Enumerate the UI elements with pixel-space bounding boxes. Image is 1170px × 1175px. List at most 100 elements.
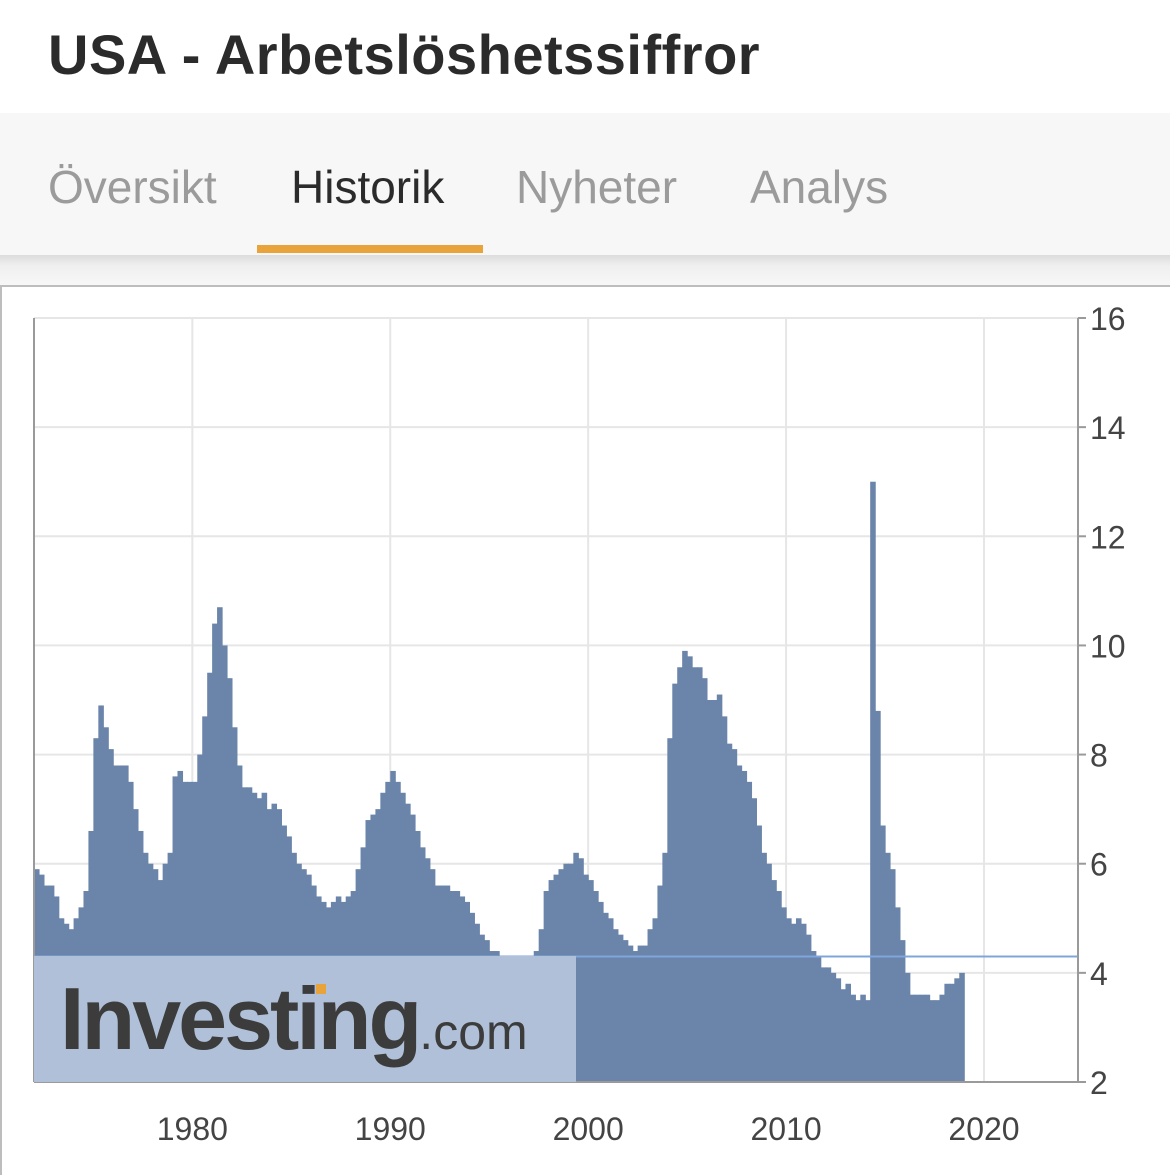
unemployment-bar <box>202 716 208 1082</box>
unemployment-bar <box>647 929 654 1082</box>
unemployment-bar <box>954 978 960 1082</box>
unemployment-bar <box>118 765 124 1082</box>
unemployment-bar <box>805 934 812 1082</box>
x-tick-label: 2000 <box>553 1111 624 1147</box>
x-tick-label: 2010 <box>750 1111 821 1147</box>
watermark-dot-icon <box>316 984 326 994</box>
unemployment-bar <box>123 765 129 1082</box>
unemployment-bar <box>711 700 718 1082</box>
unemployment-bar <box>840 989 847 1082</box>
tab-analys[interactable]: Analys <box>750 161 889 213</box>
unemployment-bar <box>390 770 396 1082</box>
unemployment-bar <box>593 891 599 1082</box>
unemployment-bar <box>177 770 184 1082</box>
unemployment-bar <box>241 787 248 1082</box>
unemployment-bar <box>924 994 931 1082</box>
unemployment-bar <box>672 683 678 1082</box>
unemployment-bar <box>612 929 619 1082</box>
tab-bar-shadow <box>0 255 1170 285</box>
unemployment-bar <box>885 852 891 1082</box>
unemployment-bar <box>909 994 916 1082</box>
unemployment-bar <box>236 765 243 1082</box>
unemployment-bar <box>573 852 579 1082</box>
unemployment-bar <box>132 809 139 1082</box>
unemployment-bar <box>578 858 584 1082</box>
unemployment-bar <box>731 749 738 1082</box>
tab-oversikt[interactable]: Översikt <box>48 161 217 213</box>
unemployment-bar <box>781 907 787 1082</box>
unemployment-bar <box>835 978 842 1082</box>
unemployment-bar <box>375 809 381 1082</box>
tab-nyheter[interactable]: Nyheter <box>516 161 678 213</box>
unemployment-bar <box>870 481 876 1082</box>
unemployment-bar <box>642 945 649 1082</box>
unemployment-bar <box>405 803 411 1082</box>
unemployment-bar <box>934 1000 941 1082</box>
unemployment-bar <box>281 825 287 1082</box>
unemployment-bar <box>637 945 644 1082</box>
x-tick-label: 2020 <box>948 1111 1019 1147</box>
unemployment-bar <box>261 792 268 1082</box>
y-tick-label: 14 <box>1090 410 1126 446</box>
unemployment-bar <box>93 738 99 1082</box>
unemployment-bar <box>721 716 728 1082</box>
y-tick-label: 4 <box>1090 956 1108 992</box>
unemployment-bar <box>662 852 668 1082</box>
unemployment-bar <box>706 700 713 1082</box>
unemployment-bar <box>830 972 837 1082</box>
unemployment-bar <box>800 923 807 1082</box>
unemployment-bar <box>880 825 886 1082</box>
unemployment-bar <box>583 874 589 1082</box>
unemployment-bar <box>751 798 757 1082</box>
unemployment-bar <box>103 727 109 1082</box>
unemployment-bar <box>226 678 233 1082</box>
unemployment-bar <box>687 656 693 1082</box>
chart-axes: 2 4 6 8 10 12 14 16 1980 1990 2000 2010 2020 <box>33 301 1126 1147</box>
tab-historik[interactable]: Historik <box>291 161 445 213</box>
unemployment-bar <box>622 940 629 1082</box>
unemployment-bar <box>246 787 253 1082</box>
unemployment-bar <box>850 994 856 1082</box>
unemployment-bar <box>380 792 386 1082</box>
unemployment-bar <box>251 792 258 1082</box>
unemployment-bar <box>677 667 683 1082</box>
unemployment-bar <box>815 956 822 1082</box>
unemployment-bar <box>810 951 817 1082</box>
unemployment-bar <box>919 994 926 1082</box>
unemployment-bar <box>791 923 797 1082</box>
unemployment-bar <box>771 880 777 1082</box>
unemployment-bar <box>914 994 921 1082</box>
unemployment-bar <box>385 781 391 1082</box>
unemployment-bar <box>889 869 896 1082</box>
unemployment-bar <box>370 814 377 1082</box>
unemployment-bar <box>899 940 906 1082</box>
unemployment-bar <box>222 645 228 1082</box>
active-tab-indicator <box>257 245 483 253</box>
x-tick-label: 1990 <box>355 1111 426 1147</box>
unemployment-bar <box>365 820 372 1082</box>
unemployment-bar <box>697 667 703 1082</box>
tab-bar: Översikt Historik Nyheter Analys <box>0 113 1170 255</box>
x-tick-label: 1980 <box>157 1111 228 1147</box>
watermark-logo: Investing.com <box>60 974 528 1090</box>
unemployment-bar <box>692 667 698 1082</box>
y-tick-label: 2 <box>1090 1065 1108 1101</box>
unemployment-bar <box>845 983 851 1082</box>
unemployment-bar <box>701 678 708 1082</box>
unemployment-bar <box>959 972 965 1082</box>
unemployment-bar <box>128 781 134 1082</box>
unemployment-bar <box>820 967 827 1082</box>
unemployment-bar <box>588 880 594 1082</box>
unemployment-bar <box>212 623 218 1082</box>
unemployment-bar <box>894 907 901 1082</box>
unemployment-bar <box>607 918 614 1082</box>
unemployment-bar <box>217 607 223 1082</box>
page-title: USA - Arbetslöshetssiffror <box>48 23 761 86</box>
unemployment-bar <box>761 852 767 1082</box>
unemployment-bar <box>875 710 881 1082</box>
unemployment-bar <box>825 967 832 1082</box>
unemployment-bar <box>795 918 802 1082</box>
unemployment-bar <box>929 1000 936 1082</box>
unemployment-bar <box>197 754 203 1082</box>
unemployment-bar <box>231 727 238 1082</box>
